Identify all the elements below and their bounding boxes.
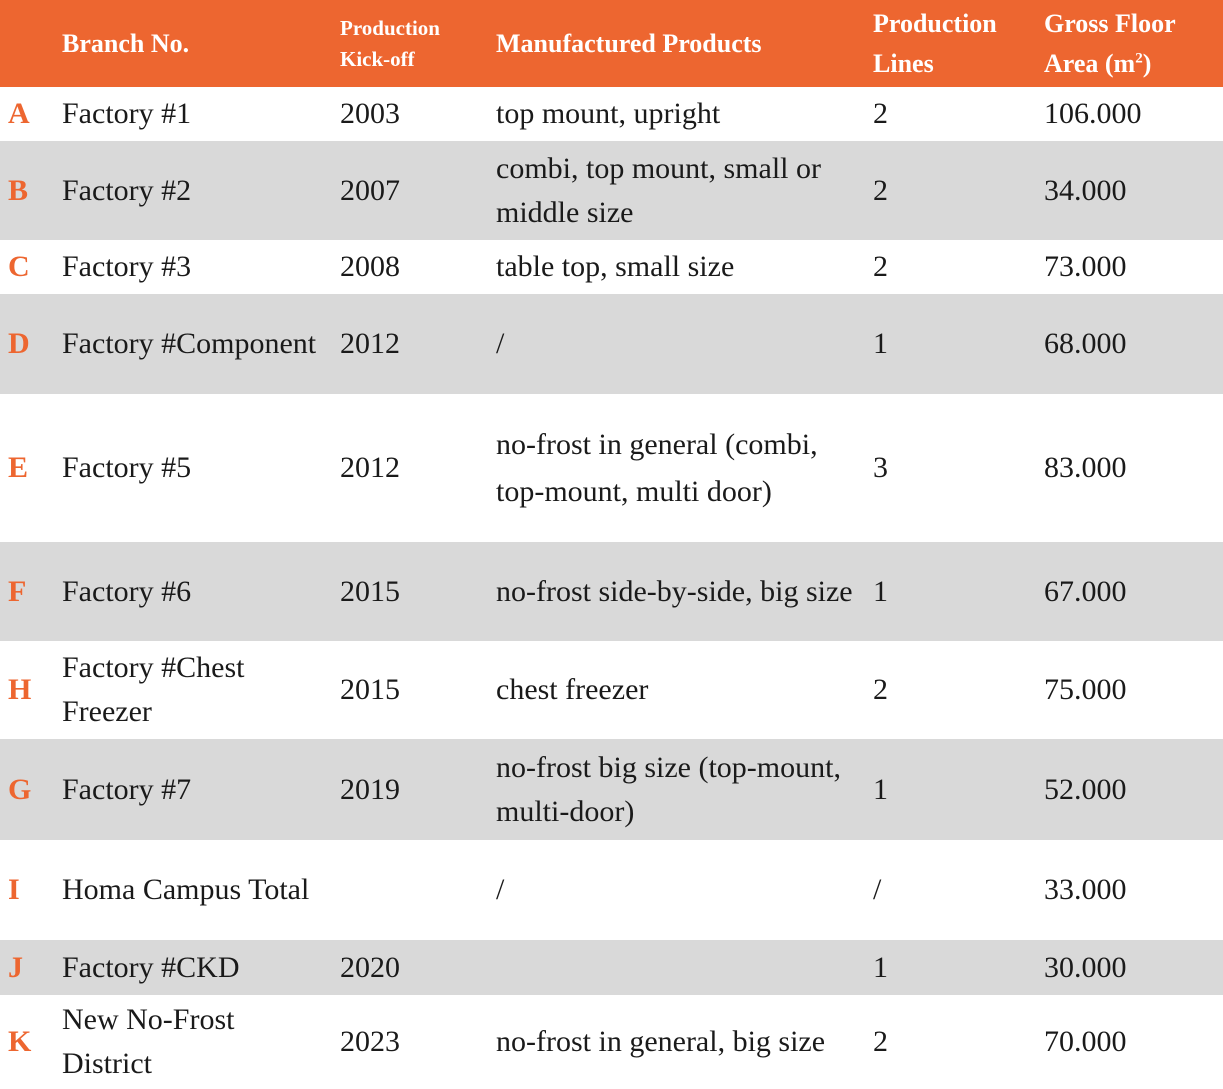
kickoff-cell: 2019 xyxy=(340,772,400,806)
lines-cell: 2 xyxy=(873,97,888,130)
table-row: D Factory #Component 2012 / 1 68.000 xyxy=(0,294,1223,394)
area-cell: 106.000 xyxy=(1044,97,1142,130)
lines-cell: 1 xyxy=(873,950,888,984)
lines-cell: 2 xyxy=(873,250,888,283)
header-products: Manufactured Products xyxy=(496,28,762,58)
lines-cell: / xyxy=(873,873,882,906)
lines-cell: 3 xyxy=(873,451,888,484)
kickoff-cell: 2023 xyxy=(340,1025,400,1058)
table-row: K New No-Frost District 2023 no-frost in… xyxy=(0,995,1223,1089)
area-cell: 68.000 xyxy=(1044,327,1127,360)
kickoff-cell xyxy=(330,840,486,940)
branch-cell: Homa Campus Total xyxy=(62,873,310,906)
table-row: F Factory #6 2015 no-frost side-by-side,… xyxy=(0,542,1223,641)
kickoff-cell: 2015 xyxy=(340,574,400,608)
branch-cell: Factory #Component xyxy=(62,327,317,360)
area-cell: 70.000 xyxy=(1044,1025,1127,1058)
products-cell: combi, top mount, small or middle size xyxy=(496,151,821,229)
table-row: C Factory #3 2008 table top, small size … xyxy=(0,240,1223,294)
header-lines-line2: Lines xyxy=(873,48,934,78)
row-letter: I xyxy=(8,873,20,906)
table-row: B Factory #2 2007 combi, top mount, smal… xyxy=(0,141,1223,240)
row-letter: E xyxy=(8,451,29,484)
row-letter: D xyxy=(8,327,30,360)
products-cell xyxy=(486,940,863,995)
table-row: J Factory #CKD 2020 1 30.000 xyxy=(0,940,1223,995)
branch-cell: Factory #1 xyxy=(62,97,192,130)
area-cell: 30.000 xyxy=(1044,950,1127,984)
products-cell: no-frost big size (top-mount, multi-door… xyxy=(496,750,841,828)
lines-cell: 2 xyxy=(873,173,888,207)
area-cell: 73.000 xyxy=(1044,250,1127,283)
lines-cell: 2 xyxy=(873,673,888,706)
table-row: A Factory #1 2003 top mount, upright 2 1… xyxy=(0,87,1223,141)
row-letter: K xyxy=(8,1025,32,1058)
products-cell: no-frost in general (combi, top-mount, m… xyxy=(496,428,818,508)
kickoff-cell: 2020 xyxy=(340,950,400,984)
branch-cell: Factory #CKD xyxy=(62,950,240,984)
kickoff-cell: 2003 xyxy=(340,97,400,130)
lines-cell: 1 xyxy=(873,574,888,608)
lines-cell: 1 xyxy=(873,327,888,360)
header-lines-line1: Production xyxy=(873,8,997,38)
row-letter: H xyxy=(8,673,32,706)
kickoff-cell: 2008 xyxy=(340,250,400,283)
products-cell: no-frost side-by-side, big size xyxy=(496,574,853,608)
kickoff-cell: 2012 xyxy=(340,327,400,360)
table-row: E Factory #5 2012 no-frost in general (c… xyxy=(0,394,1223,542)
products-cell: top mount, upright xyxy=(496,97,721,130)
row-letter: G xyxy=(8,772,32,806)
products-cell: / xyxy=(496,327,505,360)
lines-cell: 1 xyxy=(873,772,888,806)
row-letter: J xyxy=(8,950,23,984)
branch-cell: Factory #3 xyxy=(62,250,192,283)
area-cell: 75.000 xyxy=(1044,673,1127,706)
table-row: G Factory #7 2019 no-frost big size (top… xyxy=(0,739,1223,840)
area-cell: 83.000 xyxy=(1044,451,1127,484)
branch-cell: Factory #6 xyxy=(62,574,192,608)
header-area-sup: 2 xyxy=(1135,49,1143,66)
header-kickoff-line2: Kick-off xyxy=(340,46,415,71)
area-cell: 33.000 xyxy=(1044,873,1127,906)
branch-cell: Factory #2 xyxy=(62,173,192,207)
row-letter: F xyxy=(8,574,27,608)
table-header: Branch No. Production Kick-off Manufactur… xyxy=(0,0,1223,87)
products-cell: no-frost in general, big size xyxy=(496,1025,826,1058)
table-body: A Factory #1 2003 top mount, upright 2 1… xyxy=(0,87,1223,1089)
branch-cell: Factory #5 xyxy=(62,451,192,484)
header-branch: Branch No. xyxy=(62,28,190,58)
products-cell: chest freezer xyxy=(496,673,649,706)
row-letter: B xyxy=(8,173,29,207)
header-area-line1: Gross Floor xyxy=(1044,8,1176,38)
header-letter xyxy=(0,0,52,87)
table-row: I Homa Campus Total / / 33.000 xyxy=(0,840,1223,940)
header-kickoff: Production Kick-off xyxy=(330,0,486,87)
kickoff-cell: 2015 xyxy=(340,673,400,706)
header-area: Gross Floor Area (m2) xyxy=(1034,0,1223,87)
area-cell: 67.000 xyxy=(1044,574,1127,608)
kickoff-cell: 2007 xyxy=(340,173,400,207)
lines-cell: 2 xyxy=(873,1025,888,1058)
row-letter: C xyxy=(8,250,30,283)
table-row: H Factory #Chest Freezer 2015 chest free… xyxy=(0,641,1223,739)
row-letter: A xyxy=(8,97,30,130)
kickoff-cell: 2012 xyxy=(340,451,400,484)
area-cell: 52.000 xyxy=(1044,772,1127,806)
area-cell: 34.000 xyxy=(1044,173,1127,207)
header-area-line2-pre: Area (m xyxy=(1044,48,1136,78)
products-cell: / xyxy=(496,873,505,906)
branch-cell: Factory #7 xyxy=(62,772,192,806)
header-kickoff-line1: Production xyxy=(340,15,440,40)
header-row: Branch No. Production Kick-off Manufactur… xyxy=(0,0,1223,87)
branch-cell: New No-Frost District xyxy=(62,1003,235,1080)
header-area-line2-post: ) xyxy=(1142,48,1152,78)
products-cell: table top, small size xyxy=(496,250,735,283)
branch-cell: Factory #Chest Freezer xyxy=(62,651,245,728)
header-lines: Production Lines xyxy=(863,0,1034,87)
